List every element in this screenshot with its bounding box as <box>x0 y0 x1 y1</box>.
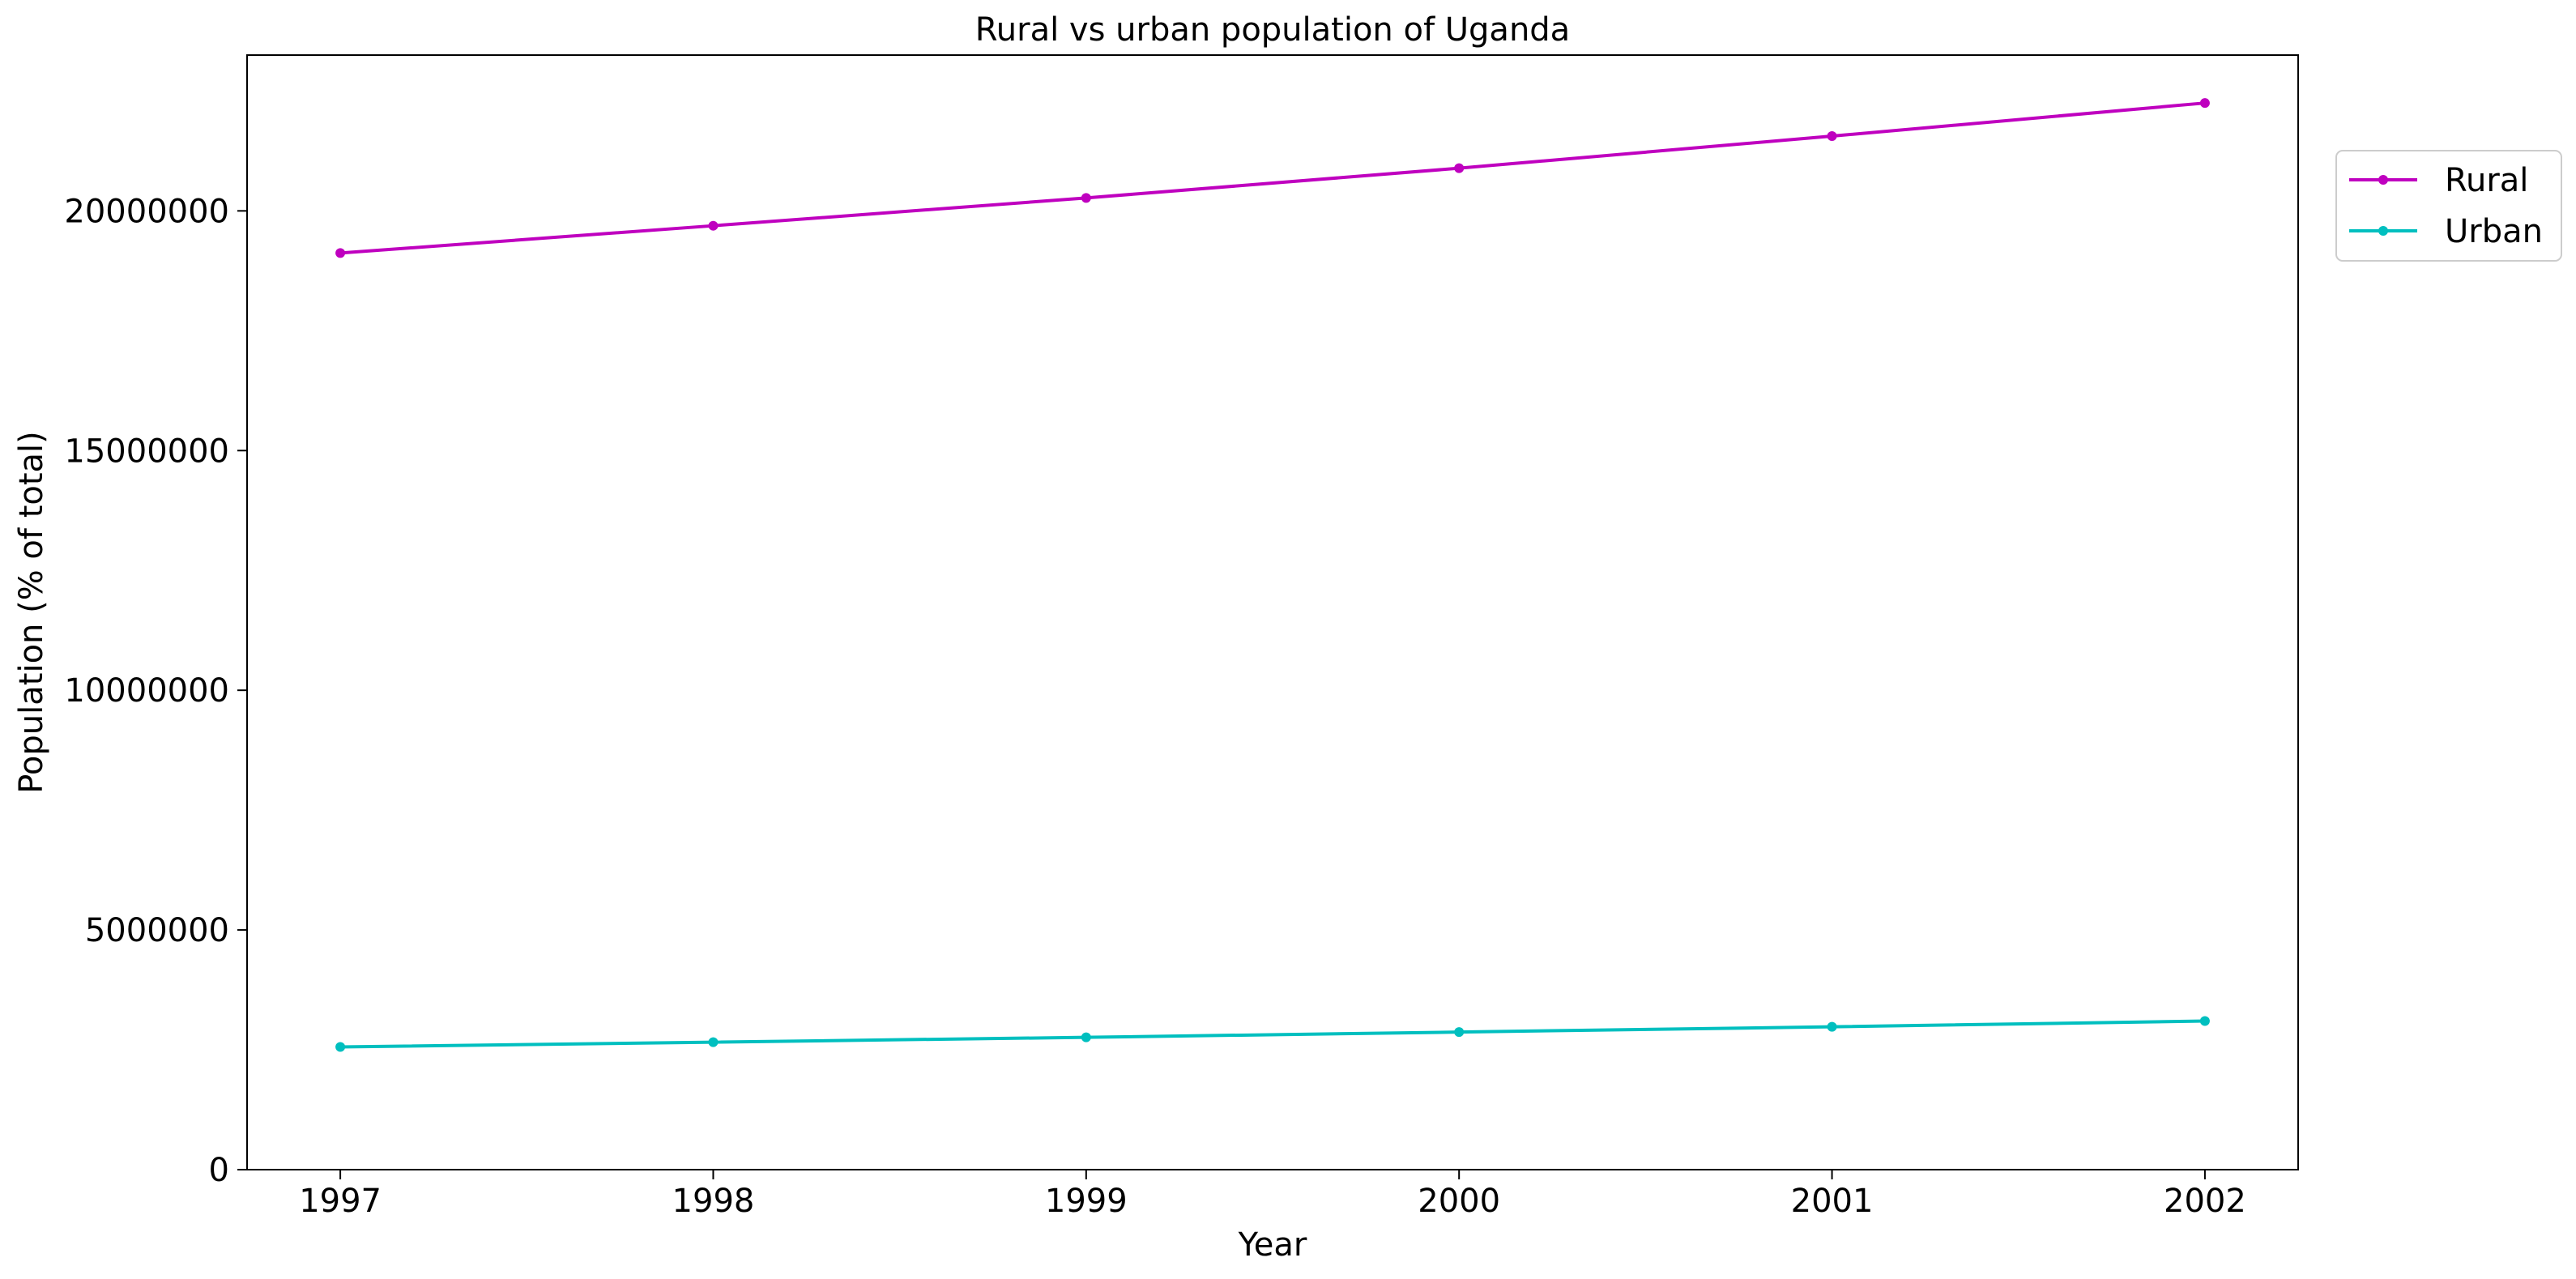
data-point-urban <box>1454 1027 1465 1038</box>
y-tick-label: 15000000 <box>64 433 229 470</box>
x-tick-label: 1998 <box>672 1183 755 1220</box>
data-point-urban <box>708 1037 719 1047</box>
data-point-urban <box>1081 1032 1091 1042</box>
chart-title: Rural vs urban population of Uganda <box>975 11 1570 49</box>
series-line-urban <box>339 1019 2207 1049</box>
x-axis-label: Year <box>1238 1226 1307 1264</box>
series-line-rural <box>339 101 2207 255</box>
plot-area <box>246 54 2299 1170</box>
series-urban <box>335 1016 2210 1052</box>
data-point-urban <box>335 1042 346 1052</box>
data-point-rural <box>1827 131 1837 142</box>
y-tick-label: 0 <box>209 1152 229 1189</box>
legend: Rural Urban <box>2335 150 2562 262</box>
data-point-rural <box>708 220 719 231</box>
data-point-rural <box>335 248 346 258</box>
y-tick-label: 10000000 <box>64 672 229 710</box>
legend-label: Rural <box>2445 162 2528 199</box>
plot-frame <box>246 54 2299 1170</box>
data-point-urban <box>1827 1021 1837 1032</box>
y-tick-label: 20000000 <box>64 193 229 230</box>
x-tick-label: 2000 <box>1418 1183 1500 1220</box>
legend-label: Urban <box>2445 213 2543 250</box>
x-axis: 1997 1998 1999 2000 2001 2002 <box>299 1170 2246 1220</box>
legend-entry-urban: Urban <box>2349 213 2543 250</box>
y-axis: 0 5000000 10000000 15000000 20000000 <box>64 193 247 1189</box>
data-point-rural <box>2199 98 2210 109</box>
x-tick-label: 2002 <box>2164 1183 2246 1220</box>
series-layer <box>335 98 2210 1052</box>
data-point-urban <box>2199 1016 2210 1026</box>
series-rural <box>335 98 2210 258</box>
legend-entry-rural: Rural <box>2349 162 2528 199</box>
x-tick-label: 2001 <box>1791 1183 1874 1220</box>
data-point-rural <box>1454 163 1465 173</box>
data-point-rural <box>1081 193 1091 203</box>
legend-swatch-marker <box>2378 226 2388 236</box>
y-tick-label: 5000000 <box>85 912 229 949</box>
x-tick-label: 1999 <box>1045 1183 1128 1220</box>
legend-swatch-marker <box>2378 175 2388 185</box>
y-axis-label: Population (% of total) <box>13 431 50 794</box>
x-tick-label: 1997 <box>299 1183 382 1220</box>
